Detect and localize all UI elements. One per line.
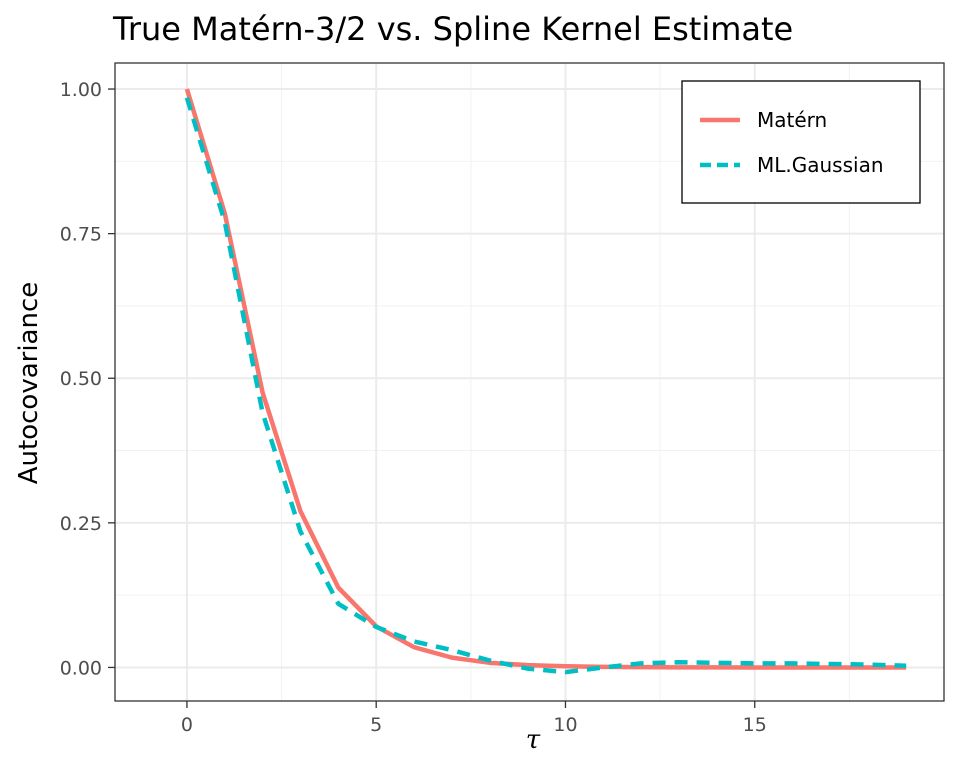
legend-label-ml-gaussian: ML.Gaussian [757,153,884,177]
y-tick-label-4: 1.00 [60,79,102,101]
y-axis-title: Autocovariance [14,282,44,485]
x-axis-title: τ [526,725,541,755]
chart-title: True Matérn-3/2 vs. Spline Kernel Estima… [112,10,793,48]
x-tick-label-0: 0 [181,714,193,736]
x-tick-label-2: 10 [553,714,577,736]
y-tick-label-1: 0.25 [60,513,102,535]
y-tick-label-0: 0.00 [60,657,102,679]
y-axis: 0.00 0.25 0.50 0.75 1.00 [60,79,115,679]
panel-border [114,62,945,702]
series-line-0 [184,88,907,670]
legend-label-materna: Matérn [757,108,827,132]
x-tick-label-3: 15 [743,714,767,736]
x-axis: 0 5 10 15 [181,701,767,736]
y-tick-label-2: 0.50 [60,368,102,390]
x-tick-label-1: 5 [370,714,382,736]
series-line-1 [184,97,907,675]
legend: Matérn ML.Gaussian [681,80,921,204]
legend-box [681,80,921,204]
y-tick-label-3: 0.75 [60,224,102,246]
series-layer [184,88,907,675]
